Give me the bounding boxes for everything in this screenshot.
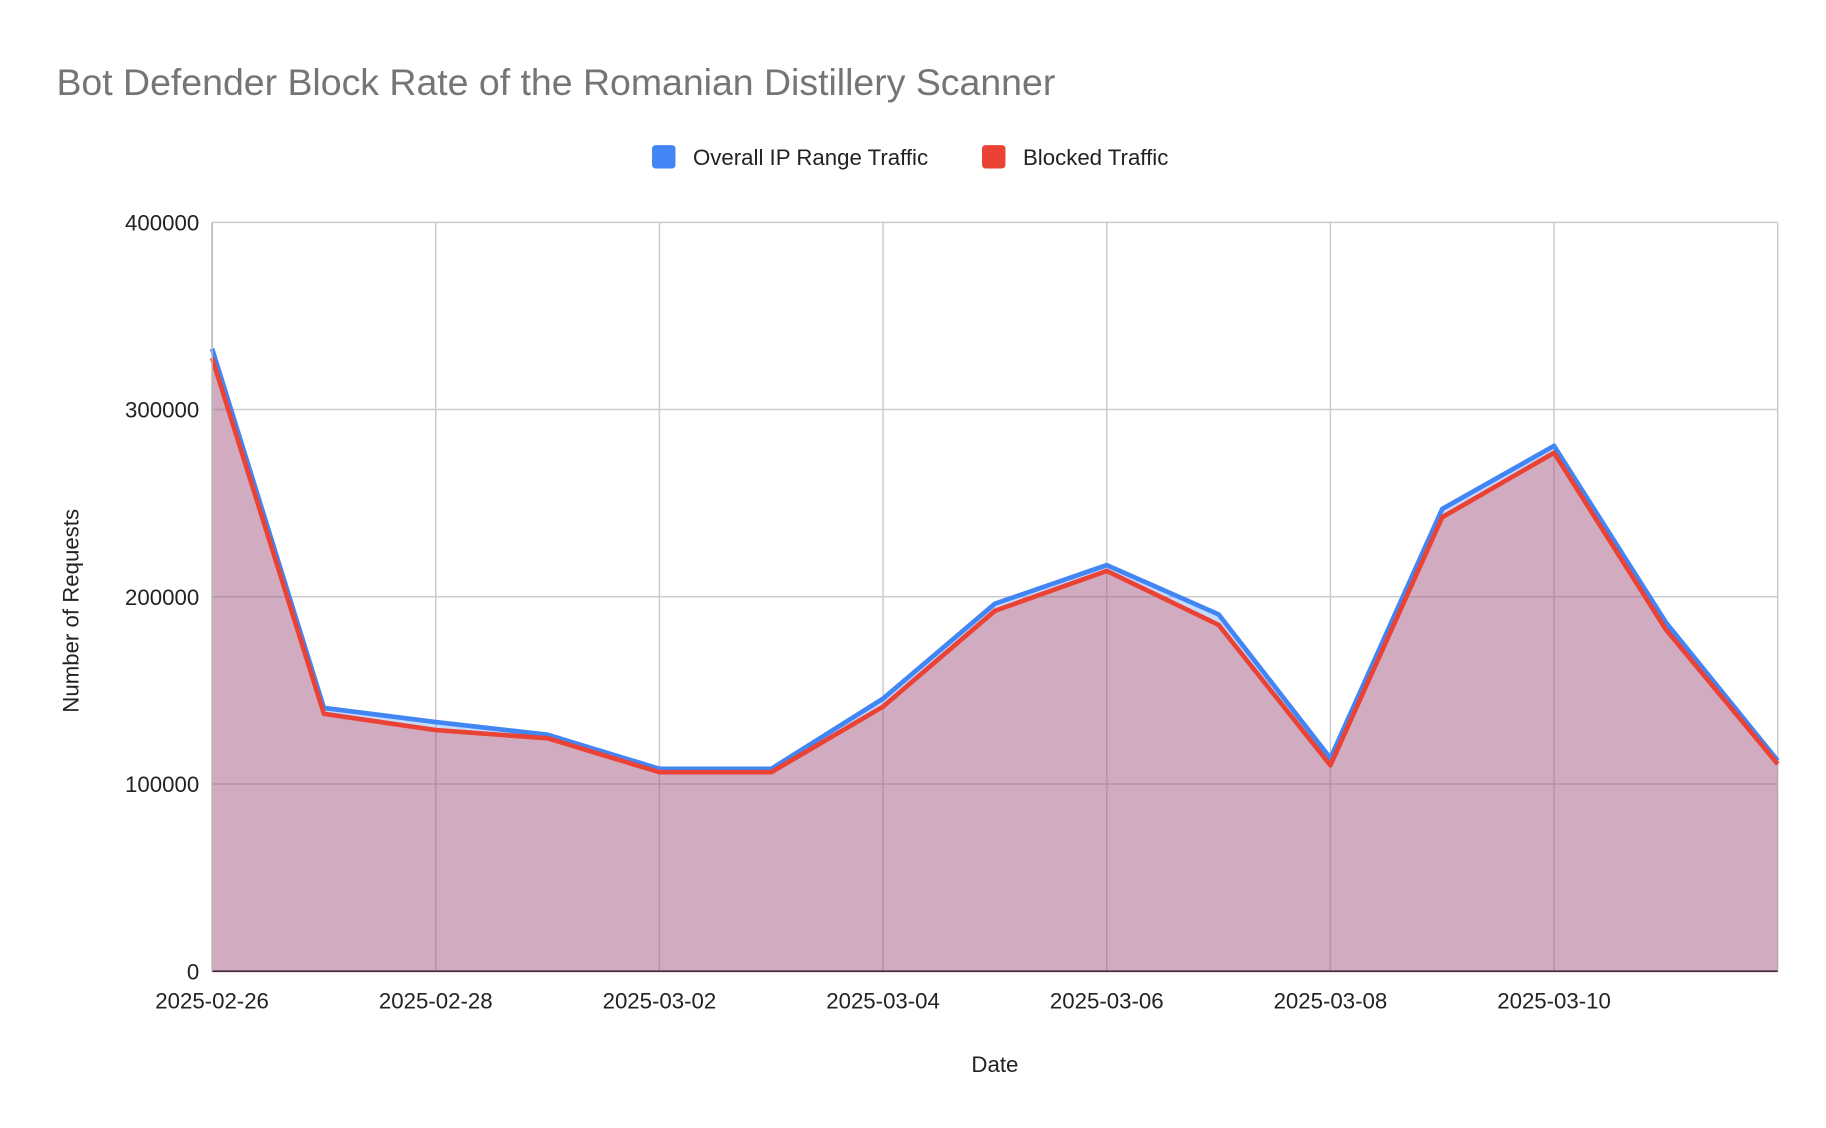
- plot-areas: [209, 222, 1780, 973]
- y-tick-label: 300000: [125, 398, 199, 423]
- area-fill-blocked: [212, 358, 1778, 972]
- y-axis-label: Number of Requests: [59, 509, 84, 713]
- y-tick-labels: 0 100000 200000 300000 400000: [125, 211, 199, 985]
- x-tick-label: 2025-03-08: [1274, 989, 1388, 1014]
- y-tick-label: 400000: [125, 211, 199, 236]
- x-tick-label: 2025-03-04: [826, 989, 940, 1014]
- x-axis-label: Date: [971, 1052, 1018, 1077]
- x-tick-label: 2025-02-28: [379, 989, 493, 1014]
- x-tick-label: 2025-03-02: [603, 989, 717, 1014]
- y-tick-label: 0: [187, 959, 199, 984]
- x-tick-label: 2025-02-26: [155, 989, 269, 1014]
- legend-swatch-overall: [652, 145, 676, 169]
- y-tick-label: 100000: [125, 772, 199, 797]
- legend-label-overall: Overall IP Range Traffic: [693, 145, 928, 170]
- chart-title: Bot Defender Block Rate of the Romanian …: [56, 61, 1055, 103]
- x-tick-labels: 2025-02-26 2025-02-28 2025-03-02 2025-03-04…: [155, 989, 1611, 1014]
- x-tick-label: 2025-03-10: [1497, 989, 1611, 1014]
- legend: Overall IP Range Traffic Blocked Traffic: [652, 145, 1168, 170]
- legend-label-blocked: Blocked Traffic: [1023, 145, 1168, 170]
- legend-swatch-blocked: [982, 145, 1006, 169]
- area-fill-overall: [212, 348, 1778, 972]
- y-tick-label: 200000: [125, 585, 199, 610]
- series-line-overall: [209, 348, 1780, 772]
- x-tick-label: 2025-03-06: [1050, 989, 1164, 1014]
- series-line-blocked: [209, 357, 1780, 775]
